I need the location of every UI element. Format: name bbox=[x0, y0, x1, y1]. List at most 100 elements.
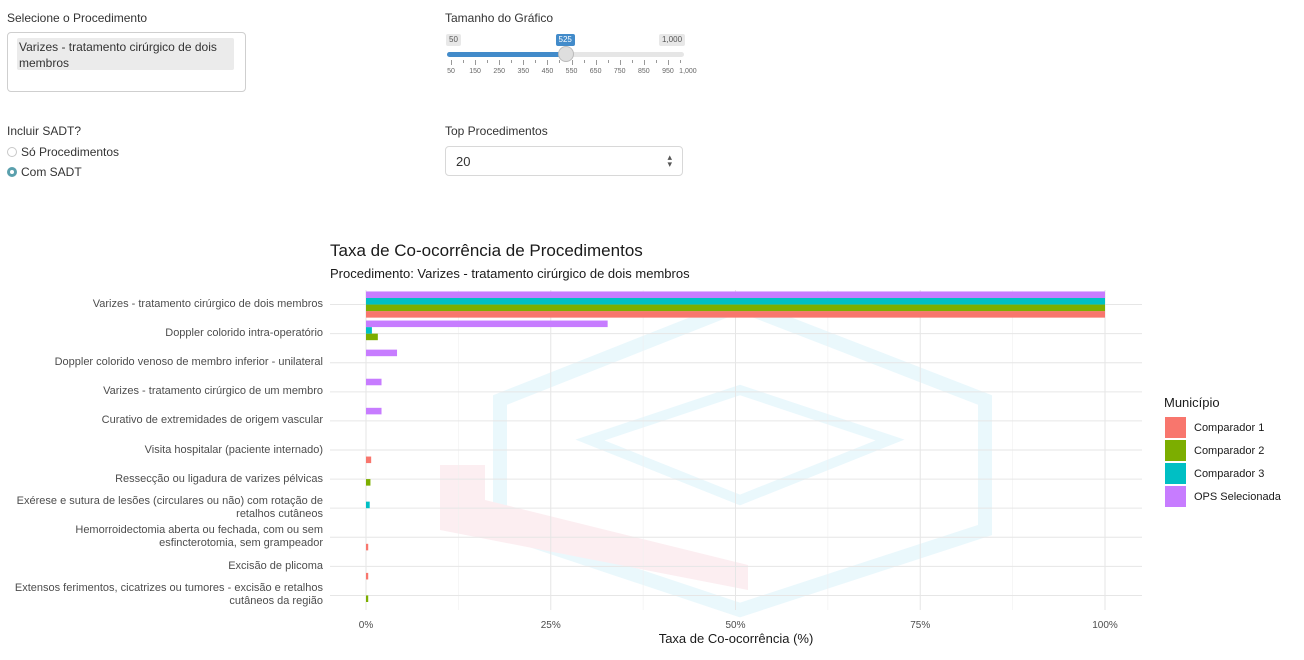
y-tick-label: Exérese e sutura de lesões (circulares o… bbox=[16, 495, 323, 521]
x-tick-label: 75% bbox=[910, 620, 931, 631]
x-axis-title: Taxa de Co-ocorrência (%) bbox=[658, 631, 814, 646]
legend-item: Comparador 2 bbox=[1165, 440, 1264, 461]
slider-tick-label: 50 bbox=[447, 68, 455, 75]
slider-tick-label: 550 bbox=[565, 68, 578, 75]
y-tick-label: Extensos ferimentos, cicatrizes ou tumor… bbox=[14, 582, 323, 608]
slider-tick bbox=[595, 60, 597, 65]
legend-item: Comparador 3 bbox=[1165, 463, 1264, 484]
slider-fill bbox=[447, 52, 566, 57]
y-tick-label: Doppler colorido venoso de membro inferi… bbox=[54, 356, 323, 369]
y-tick-label: Doppler colorido intra-operatório bbox=[165, 327, 323, 340]
legend-swatch bbox=[1165, 463, 1186, 484]
slider-tick bbox=[451, 60, 452, 65]
slider-tick-label: 850 bbox=[637, 68, 650, 75]
bar bbox=[366, 320, 608, 328]
slider-current-badge: 525 bbox=[555, 34, 575, 46]
radio-com-sadt[interactable]: Com SADT bbox=[7, 165, 82, 179]
chart-title: Taxa de Co-ocorrência de Procedimentos bbox=[330, 241, 643, 260]
slider-tick bbox=[619, 60, 621, 65]
slider-tick-label: 350 bbox=[517, 68, 530, 75]
bar bbox=[366, 407, 382, 415]
y-tick-label: Ressecção ou ligadura de varizes pélvica… bbox=[115, 472, 323, 485]
bar bbox=[366, 378, 382, 386]
radio-button[interactable] bbox=[7, 167, 17, 177]
procedure-label: Selecione o Procedimento bbox=[7, 11, 148, 25]
radio-label: Só Procedimentos bbox=[21, 145, 120, 159]
bar bbox=[366, 543, 369, 551]
slider-min-badge: 50 bbox=[446, 34, 461, 46]
legend-swatch bbox=[1165, 417, 1186, 438]
slider-tick bbox=[667, 60, 669, 65]
y-tick-label: Varizes - tratamento cirúrgico de um mem… bbox=[103, 385, 323, 398]
slider-tick-label: 450 bbox=[541, 68, 554, 75]
sadt-label: Incluir SADT? bbox=[7, 124, 82, 138]
legend-label: OPS Selecionada bbox=[1194, 490, 1281, 503]
top-procedures-input[interactable]: 20 ▴ ▾ bbox=[445, 146, 683, 176]
spinner-icon[interactable]: ▴ ▾ bbox=[667, 152, 672, 169]
watermark-logo bbox=[440, 297, 992, 618]
legend-label: Comparador 1 bbox=[1194, 421, 1265, 434]
slider-tick bbox=[583, 60, 585, 63]
slider-handle[interactable] bbox=[557, 46, 574, 62]
y-tick-label: Visita hospitalar (paciente internado) bbox=[144, 443, 323, 456]
bar bbox=[366, 349, 398, 357]
bar bbox=[366, 304, 1105, 312]
slider-tick bbox=[680, 60, 681, 63]
x-tick-label: 25% bbox=[540, 620, 561, 631]
slider-tick bbox=[511, 60, 513, 63]
legend-label: Comparador 3 bbox=[1194, 467, 1265, 480]
x-tick-label: 100% bbox=[1092, 620, 1118, 631]
top-procedures-label: Top Procedimentos bbox=[445, 124, 548, 138]
bar bbox=[366, 479, 371, 486]
x-tick-label: 50% bbox=[725, 620, 746, 631]
slider-tick bbox=[535, 60, 537, 63]
slider-tick bbox=[487, 60, 489, 63]
legend-label: Comparador 2 bbox=[1194, 444, 1265, 457]
radio-so-procedimentos[interactable]: Só Procedimentos bbox=[7, 145, 119, 159]
top-procedures-value[interactable]: 20 bbox=[456, 154, 471, 169]
slider-tick-label: 150 bbox=[469, 68, 481, 75]
slider-tick bbox=[655, 60, 657, 63]
slider-tick bbox=[475, 60, 477, 65]
slider-tick bbox=[571, 60, 573, 65]
legend-swatch bbox=[1165, 486, 1186, 507]
bar bbox=[366, 456, 372, 464]
slider-tick bbox=[607, 60, 609, 63]
legend-title: Município bbox=[1164, 395, 1220, 410]
radio-button[interactable] bbox=[7, 147, 17, 157]
bar bbox=[366, 501, 370, 509]
procedure-select[interactable]: Varizes - tratamento cirúrgico de dois m… bbox=[7, 32, 246, 92]
slider-tick bbox=[523, 60, 525, 65]
bar bbox=[366, 291, 1105, 298]
slider-tick bbox=[547, 60, 549, 65]
legend-swatch bbox=[1165, 440, 1186, 461]
slider-tick bbox=[463, 60, 465, 63]
slider-tick bbox=[499, 60, 501, 65]
bar bbox=[366, 333, 378, 341]
slider-tick-label: 650 bbox=[589, 68, 602, 75]
bar bbox=[366, 327, 372, 334]
chart-subtitle: Procedimento: Varizes - tratamento cirúr… bbox=[330, 266, 690, 281]
y-tick-label: Curativo de extremidades de origem vascu… bbox=[101, 414, 323, 427]
slider-tick-label: 250 bbox=[493, 68, 506, 75]
y-tick-label: Excisão de plicoma bbox=[228, 559, 323, 572]
slider-tick-label: 1,000 bbox=[679, 68, 697, 75]
bar bbox=[366, 595, 369, 602]
y-tick-label: Varizes - tratamento cirúrgico de dois m… bbox=[92, 298, 323, 311]
slider-tick bbox=[559, 60, 561, 63]
x-tick-label: 0% bbox=[358, 620, 374, 631]
slider-max-badge: 1,000 bbox=[659, 34, 686, 46]
slider-tick bbox=[631, 60, 633, 63]
radio-label: Com SADT bbox=[21, 165, 82, 179]
bar bbox=[366, 572, 369, 580]
chart-size-label: Tamanho do Gráfico bbox=[445, 11, 554, 25]
slider-tick-label: 950 bbox=[662, 68, 674, 75]
procedure-selected-chip[interactable]: Varizes - tratamento cirúrgico de dois m… bbox=[17, 38, 234, 70]
slider-tick-label: 750 bbox=[613, 68, 626, 75]
bar bbox=[366, 298, 1105, 305]
legend-item: OPS Selecionada bbox=[1165, 486, 1281, 507]
y-tick-label: Hemorroidectomia aberta ou fechada, com … bbox=[75, 524, 323, 550]
slider-tick bbox=[643, 60, 645, 65]
legend-item: Comparador 1 bbox=[1165, 417, 1264, 438]
